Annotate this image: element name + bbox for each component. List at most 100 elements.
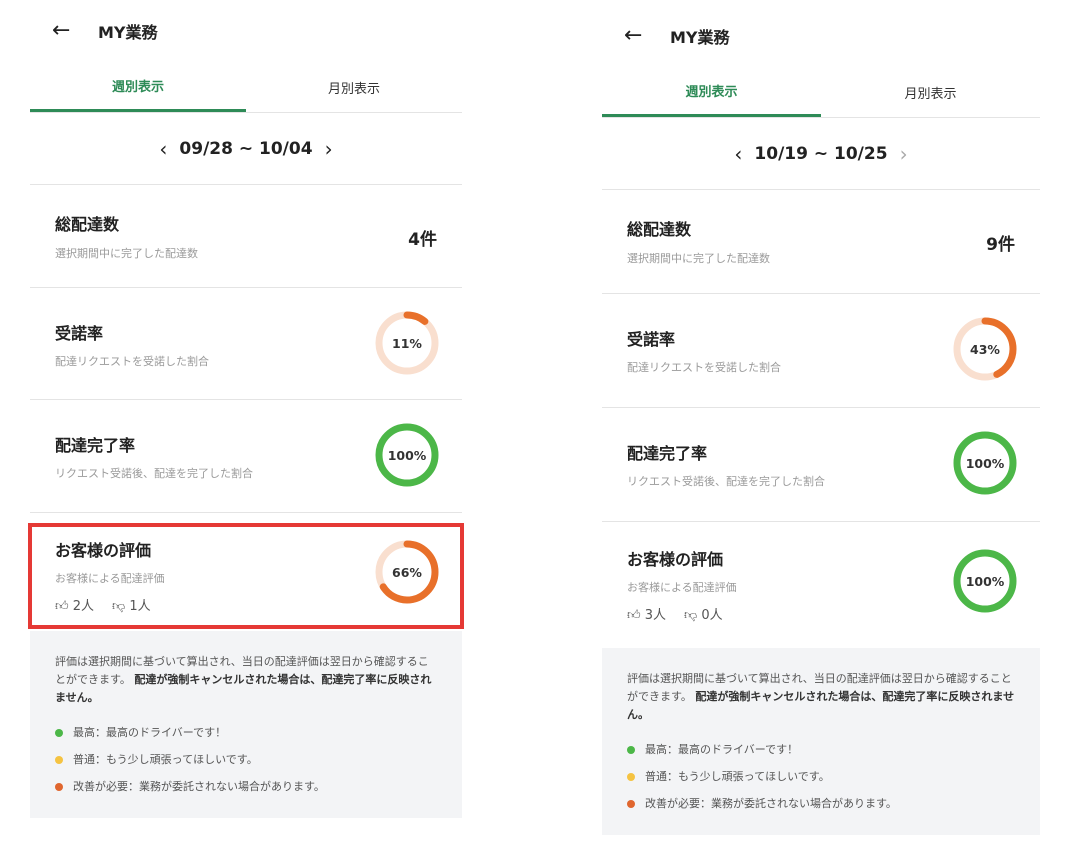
completion-rate-row: 配達完了率 リクエスト受諾後、配達を完了した割合 100% <box>30 400 462 513</box>
legend-text: 改善が必要：業務が委託されない場合があります。 <box>645 797 897 810</box>
legend-item: 普通：もう少し頑張ってほしいです。 <box>55 751 437 769</box>
rating-info-box: 評価は選択期間に基づいて算出され、当日の配達評価は翌日から確認することができます… <box>602 648 1040 835</box>
customer-rating-row: お客様の評価 お客様による配達評価 👍︎ 3人 👎︎ 0人 100% <box>602 522 1040 642</box>
chevron-right-icon: › <box>899 141 908 166</box>
row-subtitle: リクエスト受諾後、配達を完了した割合 <box>55 467 253 480</box>
total-value: 4件 <box>408 230 437 250</box>
acceptance-donut: 43% <box>952 316 1018 382</box>
completion-donut: 100% <box>374 422 440 488</box>
header: ← MY業務 <box>602 5 1040 67</box>
info-text-normal: 評価は選択期間に基づいて算出され、当日の配達評価は翌日から確認することができます… <box>627 672 1012 703</box>
legend-item: 改善が必要：業務が委託されない場合があります。 <box>55 778 437 796</box>
info-text: 評価は選択期間に基づいて算出され、当日の配達評価は翌日から確認することができます… <box>627 670 1015 724</box>
completion-donut: 100% <box>952 430 1018 496</box>
back-arrow-icon[interactable]: ← <box>52 18 71 43</box>
screen-right: ← MY業務 週別表示 月別表示 ‹ 10/19 ~ 10/25 › 総配達数 選… <box>602 5 1040 835</box>
rating-donut: 100% <box>952 548 1018 614</box>
tab-monthly[interactable]: 月別表示 <box>327 81 380 97</box>
legend-text: 改善が必要：業務が委託されない場合があります。 <box>73 780 325 793</box>
tab-bar: 週別表示 月別表示 <box>602 67 1040 118</box>
thumbs-up-icon: 👍︎ <box>627 608 641 623</box>
thumbs-down-icon: 👎︎ <box>684 608 698 623</box>
thumbs-down-group: 👎︎ 0人 <box>684 604 723 623</box>
row-subtitle: 配達リクエストを受諾した割合 <box>627 361 781 374</box>
tab-weekly[interactable]: 週別表示 <box>30 62 246 112</box>
donut-progress <box>375 423 439 487</box>
donut-progress <box>375 311 439 375</box>
thumbs-down-group: 👎︎ 1人 <box>112 595 151 614</box>
info-text-normal: 評価は選択期間に基づいて算出され、当日の配達評価は翌日から確認することができます… <box>55 655 429 686</box>
rating-percent: 66% <box>392 564 422 580</box>
date-navigator: ‹ 10/19 ~ 10/25 › <box>602 118 1040 190</box>
thumbs-up-group: 👍︎ 2人 <box>55 595 94 614</box>
header: ← MY業務 <box>30 0 462 62</box>
legend-dot-icon <box>627 773 635 781</box>
legend-text: 普通：もう少し頑張ってほしいです。 <box>645 770 830 783</box>
legend-dot-icon <box>627 800 635 808</box>
date-navigator: ‹ 09/28 ~ 10/04 › <box>30 113 462 185</box>
legend-text: 普通：もう少し頑張ってほしいです。 <box>73 753 258 766</box>
acceptance-percent: 11% <box>392 335 422 351</box>
screen-left: ← MY業務 週別表示 月別表示 ‹ 09/28 ~ 10/04 › 総配達数 選… <box>28 0 464 830</box>
tab-weekly[interactable]: 週別表示 <box>602 67 821 117</box>
acceptance-rate-row: 受諾率 配達リクエストを受諾した割合 43% <box>602 294 1040 408</box>
row-title: お客様の評価 <box>627 550 724 569</box>
info-text-bold: 配達が強制キャンセルされた場合は、配達完了率に反映されません。 <box>55 673 432 704</box>
row-title: 配達完了率 <box>627 444 708 463</box>
legend-dot-icon <box>55 729 63 737</box>
rating-percent: 100% <box>965 573 1005 589</box>
row-title: 受諾率 <box>55 324 104 343</box>
chevron-left-icon[interactable]: ‹ <box>159 136 168 161</box>
row-subtitle: 選択期間中に完了した配達数 <box>55 247 198 260</box>
legend-dot-icon <box>55 756 63 764</box>
thumbs-down-icon: 👎︎ <box>112 599 126 614</box>
acceptance-percent: 43% <box>970 341 1000 357</box>
completion-percent: 100% <box>965 455 1005 471</box>
tab-bar: 週別表示 月別表示 <box>30 62 462 113</box>
donut-progress <box>953 317 1017 381</box>
dislikes-count: 0人 <box>701 608 723 623</box>
row-subtitle: 配達リクエストを受諾した割合 <box>55 355 209 368</box>
rating-counts: 👍︎ 3人 👎︎ 0人 <box>627 604 723 623</box>
donut-progress <box>953 549 1017 613</box>
chevron-left-icon[interactable]: ‹ <box>734 141 743 166</box>
row-subtitle: 選択期間中に完了した配達数 <box>627 252 770 265</box>
completion-percent: 100% <box>387 447 427 463</box>
legend-text: 最高：最高のドライバーです！ <box>73 726 227 739</box>
acceptance-rate-row: 受諾率 配達リクエストを受諾した割合 11% <box>30 288 462 400</box>
tab-monthly[interactable]: 月別表示 <box>904 86 957 102</box>
chevron-right-icon[interactable]: › <box>324 136 333 161</box>
rating-donut: 66% <box>374 539 440 605</box>
total-deliveries-row: 総配達数 選択期間中に完了した配達数 9件 <box>602 190 1040 294</box>
rating-counts: 👍︎ 2人 👎︎ 1人 <box>55 595 151 614</box>
legend-dot-icon <box>627 746 635 754</box>
date-range: 10/19 ~ 10/25 <box>754 143 888 164</box>
row-subtitle: お客様による配達評価 <box>55 572 165 585</box>
info-text: 評価は選択期間に基づいて算出され、当日の配達評価は翌日から確認することができます… <box>55 653 437 707</box>
row-subtitle: お客様による配達評価 <box>627 581 737 594</box>
donut-progress <box>375 540 439 604</box>
row-title: 総配達数 <box>627 220 692 239</box>
legend-item: 改善が必要：業務が委託されない場合があります。 <box>627 795 1015 813</box>
row-title: お客様の評価 <box>55 541 152 560</box>
legend-item: 最高：最高のドライバーです！ <box>627 741 1015 759</box>
total-value: 9件 <box>986 235 1015 255</box>
legend-text: 最高：最高のドライバーです！ <box>645 743 799 756</box>
customer-rating-row: お客様の評価 お客様による配達評価 👍︎ 2人 👎︎ 1人 66% <box>28 513 464 629</box>
row-title: 総配達数 <box>55 215 120 234</box>
row-title: 受諾率 <box>627 330 676 349</box>
back-arrow-icon[interactable]: ← <box>624 23 643 48</box>
row-title: 配達完了率 <box>55 436 136 455</box>
date-range: 09/28 ~ 10/04 <box>179 138 313 159</box>
dislikes-count: 1人 <box>129 599 151 614</box>
donut-progress <box>953 431 1017 495</box>
total-deliveries-row: 総配達数 選択期間中に完了した配達数 4件 <box>30 185 462 288</box>
page-title: MY業務 <box>670 28 730 47</box>
info-text-bold: 配達が強制キャンセルされた場合は、配達完了率に反映されません。 <box>627 690 1015 721</box>
thumbs-up-icon: 👍︎ <box>55 599 69 614</box>
legend-dot-icon <box>55 783 63 791</box>
likes-count: 3人 <box>644 608 667 623</box>
legend-item: 普通：もう少し頑張ってほしいです。 <box>627 768 1015 786</box>
legend-item: 最高：最高のドライバーです！ <box>55 724 437 742</box>
acceptance-donut: 11% <box>374 310 440 376</box>
